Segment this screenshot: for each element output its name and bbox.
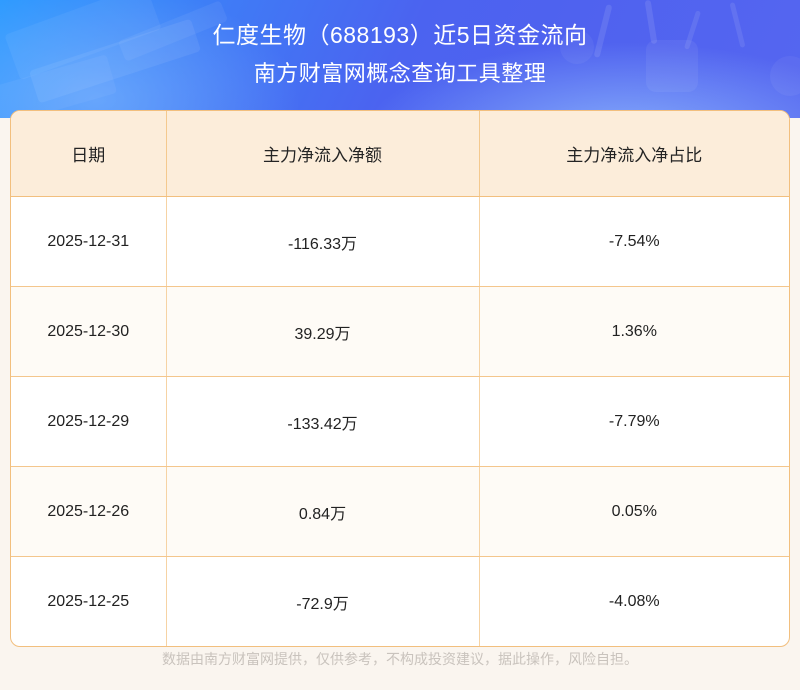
cell-pct: 0.05%	[479, 466, 789, 557]
page-title: 仁度生物（688193）近5日资金流向	[212, 22, 588, 48]
cell-date: 2025-12-31	[11, 196, 167, 287]
page-subtitle: 南方财富网概念查询工具整理	[253, 61, 547, 86]
banner-texture-shape	[770, 56, 800, 96]
cell-net: 39.29万	[166, 286, 480, 377]
cell-pct: 1.36%	[479, 286, 789, 377]
table-body: 2025-12-31 -116.33万 -7.54% 2025-12-30 39…	[11, 196, 789, 646]
table-header-row: 日期 主力净流入净额 主力净流入净占比	[11, 111, 789, 197]
table-row: 2025-12-31 -116.33万 -7.54%	[11, 196, 789, 287]
table-row: 2025-12-25 -72.9万 -4.08%	[11, 556, 789, 646]
cell-pct: -4.08%	[608, 592, 660, 610]
cell-net: 0.84万	[166, 466, 480, 557]
cell-date: 2025-12-26	[11, 466, 167, 557]
column-header-date: 日期	[11, 111, 167, 197]
cell-net: -72.9万	[166, 556, 480, 646]
footer-disclaimer: 数据由南方财富网提供，仅供参考，不构成投资建议，据此操作，风险自担。	[162, 651, 638, 667]
header-banner: 仁度生物（688193）近5日资金流向 南方财富网概念查询工具整理	[0, 0, 800, 118]
column-header-net-inflow-pct: 主力净流入净占比	[479, 111, 789, 197]
cell-net: -116.33万	[166, 196, 480, 287]
cell-net: -133.42万	[166, 376, 480, 467]
cell-date: 2025-12-29	[11, 376, 167, 467]
cell-pct: -7.79%	[479, 376, 789, 467]
table-row: 2025-12-29 -133.42万 -7.79%	[11, 376, 789, 467]
table-header: 日期 主力净流入净额 主力净流入净占比	[11, 111, 789, 197]
cell-date: 2025-12-25	[11, 556, 167, 646]
banner-titles: 仁度生物（688193）近5日资金流向 南方财富网概念查询工具整理	[0, 0, 800, 89]
banner-texture-shape	[560, 30, 594, 64]
banner-texture-shape	[646, 40, 698, 92]
column-header-net-inflow: 主力净流入净额	[166, 111, 480, 197]
table-row: 2025-12-30 39.29万 1.36%	[11, 286, 789, 377]
table-row: 2025-12-26 0.84万 0.05%	[11, 466, 789, 557]
cell-date: 2025-12-30	[11, 286, 167, 377]
fund-flow-table-container: 日期 主力净流入净额 主力净流入净占比 2025-12-31 -116.33万 …	[10, 110, 790, 647]
cell-pct: -7.54%	[479, 196, 789, 287]
fund-flow-table: 日期 主力净流入净额 主力净流入净占比 2025-12-31 -116.33万 …	[11, 111, 789, 646]
